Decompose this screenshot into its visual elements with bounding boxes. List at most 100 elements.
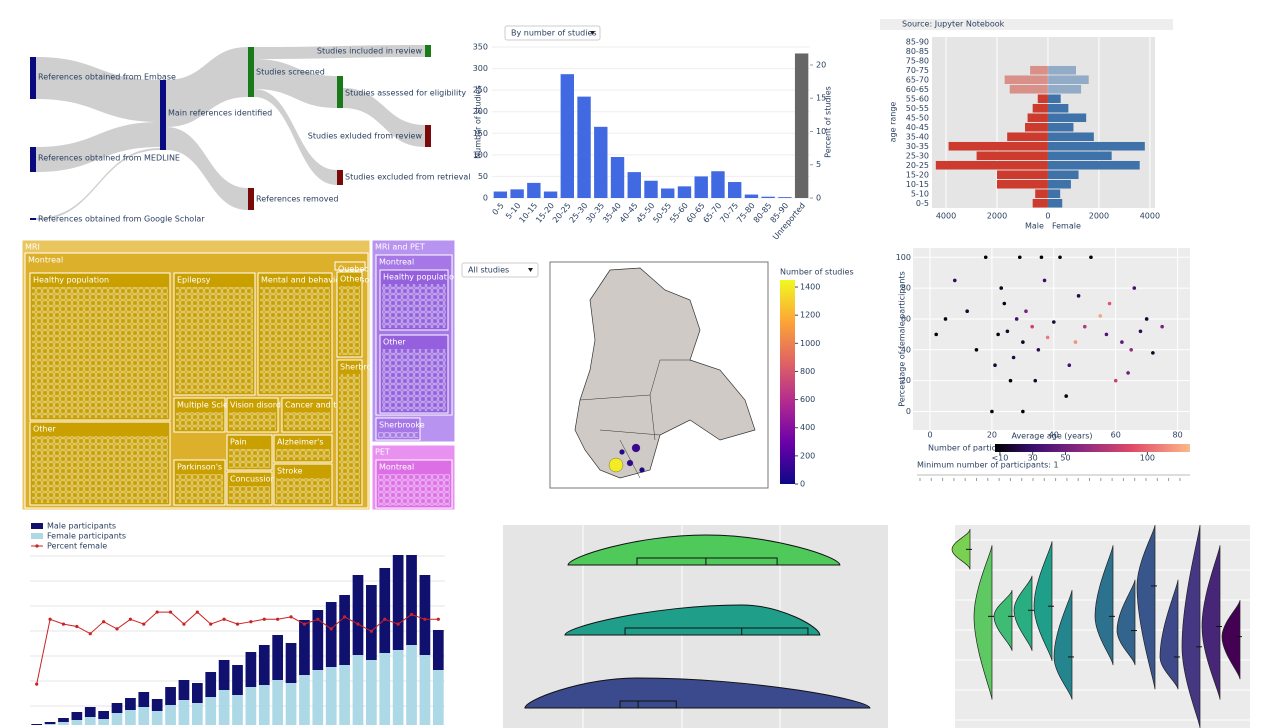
sankey-node-label: References obtained from MEDLINE [38,154,180,163]
density [1201,545,1221,700]
scatter-point [1039,255,1044,260]
bar [610,157,625,198]
treemap-cells [382,349,446,411]
bar [1047,160,1140,170]
treemap-cells [32,287,168,418]
y-tick-label: 55-60 [906,94,929,103]
sankey-link [166,47,248,127]
bar [272,635,284,680]
treemap-label: Multiple Sclerosis [177,401,247,410]
sankey-node [337,76,343,108]
treemap-cells [284,412,330,430]
sankey-node [30,147,36,172]
line-marker [35,682,39,686]
treemap-label: Montreal [28,256,63,265]
density [1033,541,1053,662]
y-tick-label: 35-40 [906,132,929,141]
sankey-node-label: Studies excluded from retrieval [345,173,471,182]
scatter-point [1014,317,1019,321]
sankey-link [36,57,160,122]
line-marker [61,622,66,626]
scatter-point [943,317,948,321]
treemap-label: Epilepsy [177,276,211,285]
scatter-point [1002,301,1007,306]
bar [935,160,1048,170]
bar [379,568,391,653]
treemap-cells [176,412,223,430]
bar [419,575,431,655]
bar [1047,132,1094,142]
bar [1007,132,1048,142]
treemap-cells [229,412,276,430]
scatter-point [996,332,1000,337]
scatter-point [1126,371,1130,375]
dropdown-arrow [590,31,595,35]
scatter-point [1021,340,1025,344]
bar [1009,84,1048,94]
colorbar-tick-label: <10 [991,454,1008,463]
sankey-node [337,170,343,185]
treemap-label: Montreal [379,258,414,267]
x-tick-label: 40 [1049,431,1059,440]
line-marker [396,622,400,626]
treemap-cells [378,432,418,438]
y-tick-label: 85-90 [906,37,929,46]
scatter-point [1017,255,1022,260]
scatter-point [1045,335,1050,340]
y-tick-label: 80 [901,284,911,293]
x-axis-title: Average age (years) [1011,432,1092,441]
density [1013,575,1033,651]
x-axis-title: Male [1025,222,1044,231]
sankey-node-label: References obtained from Google Scholar [38,215,205,224]
bar [245,652,257,687]
scatter-point [1076,294,1081,298]
line-marker [369,629,373,633]
y-tick-label: 100 [896,253,911,262]
bar [258,645,270,685]
bar [44,722,56,724]
treemap-label: Stroke [277,467,303,476]
line-marker [262,617,266,621]
colorbar-title: Number of studies [780,268,854,277]
colorbar-tick-label: 1400 [800,283,820,292]
colorbar [780,280,795,484]
bar [165,705,176,725]
y-tick-label: 150 [473,129,488,138]
sankey-link [343,88,425,147]
scatter-point [1129,347,1133,352]
bar [138,692,150,707]
line-marker [383,617,387,621]
scatter-point [1120,340,1124,344]
bar [191,703,203,725]
dropdown[interactable] [461,262,539,278]
bar [272,680,284,725]
bar [996,179,1048,189]
sankey-node-label: References obtained from Embase [38,73,176,82]
treemap-label: Sherbrooke [340,363,386,372]
sankey-link [36,148,160,220]
treemap-label: Montreal [379,463,414,472]
density [1116,579,1136,666]
bar [1004,75,1048,85]
bar [71,720,83,725]
study-point [639,467,645,473]
bar [84,717,96,725]
x-tick-label: 20 [987,431,997,440]
scatter-point [1005,329,1010,334]
y-tick-label: 50-55 [906,104,929,113]
y-tick-label: 60 [901,314,911,323]
box [619,700,677,709]
dropdown[interactable] [504,25,601,41]
y-tick-label: 65-70 [906,75,929,84]
note: Minimum number of participants: 1 [917,461,1059,470]
bar [577,96,591,198]
line-marker [329,627,333,631]
bar [1047,151,1112,161]
bar [191,683,203,703]
colorbar-tick-label: 400 [800,423,815,432]
colorbar [995,444,1190,452]
bar [1047,198,1063,208]
treemap-label: Alzheimer's [277,438,323,447]
bar [352,655,364,725]
bar [232,695,243,725]
